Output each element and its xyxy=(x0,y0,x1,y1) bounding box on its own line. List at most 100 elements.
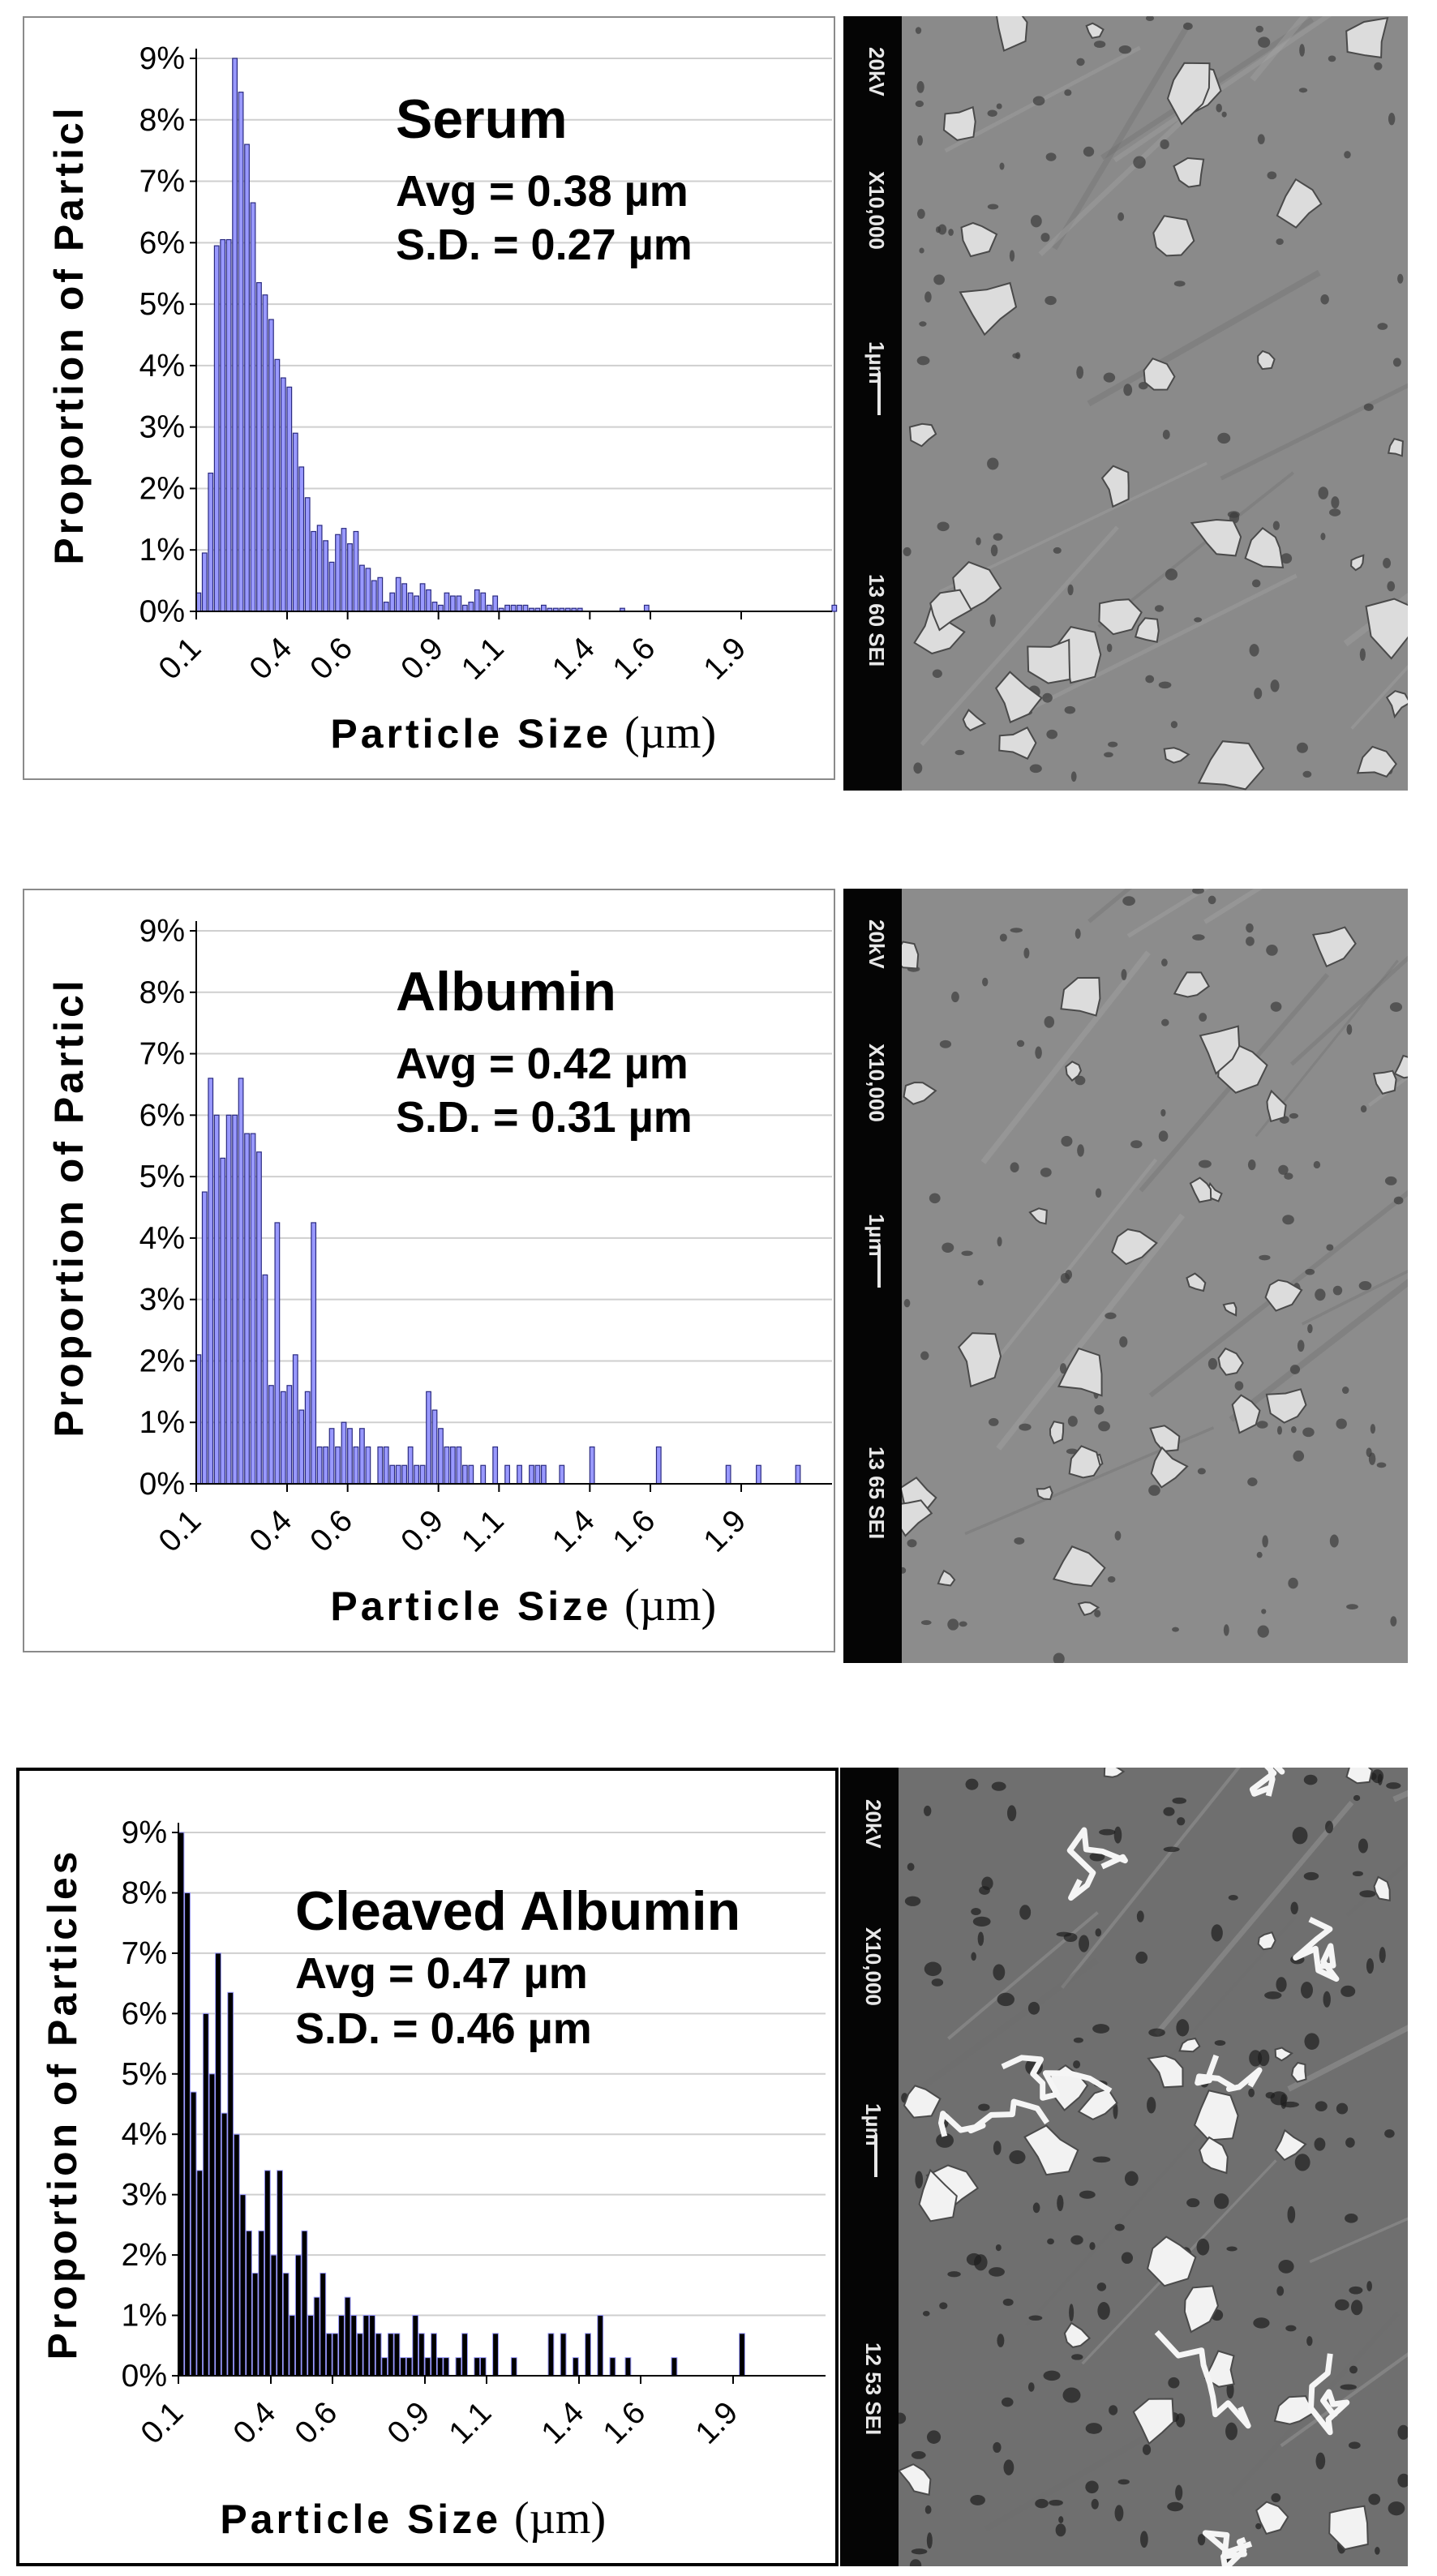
sem-pore xyxy=(1147,2097,1156,2114)
sem-pore xyxy=(1246,937,1255,946)
sem-pore xyxy=(965,1778,979,1790)
sem-background xyxy=(899,1768,1408,2566)
sem-pore xyxy=(1393,1196,1404,1205)
sem-particle xyxy=(1387,438,1404,457)
histogram-bar xyxy=(338,2315,345,2377)
sem-pore xyxy=(1199,1013,1208,1022)
histogram-bar xyxy=(504,604,510,612)
sem-particle xyxy=(903,2085,942,2119)
sem-voltage-label: 20kV xyxy=(864,47,889,96)
sem-pore xyxy=(1194,617,1203,623)
sem-pore xyxy=(1303,1871,1319,1880)
histogram-bar xyxy=(455,2357,462,2377)
sem-streak xyxy=(996,1213,1186,1451)
y-tick-label: 7% xyxy=(122,1936,167,1971)
histogram-bar xyxy=(461,604,468,612)
histogram-bar xyxy=(201,1191,208,1485)
chart-annotation-avg: Avg = 0.42 µm xyxy=(396,1039,688,1088)
sem-pore xyxy=(1113,1826,1122,1844)
sem-particle xyxy=(1265,1388,1307,1424)
sem-pore xyxy=(1114,2505,1124,2522)
histogram-bar xyxy=(323,540,328,612)
sem-micrograph xyxy=(899,1768,1408,2566)
chart-annotation-sd: S.D. = 0.46 µm xyxy=(295,2004,592,2053)
sem-particle xyxy=(1199,1025,1241,1075)
histogram-bar xyxy=(350,2315,358,2377)
x-tick-label: 1.6 xyxy=(607,1503,663,1559)
x-tick-label: 1.1 xyxy=(443,2395,499,2451)
sem-id-label: 13 60 SEI xyxy=(864,574,889,667)
sem-pore xyxy=(1366,2281,1372,2291)
histogram-bar xyxy=(356,2333,363,2377)
sem-pore xyxy=(1397,2473,1408,2488)
histogram-bar xyxy=(589,1446,595,1485)
sem-pore xyxy=(1278,1164,1289,1175)
histogram-bar xyxy=(418,2333,425,2377)
sem-info-strip xyxy=(840,1768,899,2566)
histogram-bar xyxy=(395,576,401,612)
sem-pore xyxy=(1198,1159,1212,1168)
sem-pore xyxy=(1019,1423,1032,1431)
sem-particle xyxy=(1098,598,1143,636)
sem-pore xyxy=(1287,2205,1296,2223)
sem-pore xyxy=(1046,729,1058,739)
histogram-bar xyxy=(474,589,480,612)
histogram-bar xyxy=(419,583,426,612)
sem-pore xyxy=(926,2532,933,2549)
sem-pore xyxy=(1103,372,1116,383)
sem-pore xyxy=(1297,1339,1305,1352)
sem-pore xyxy=(1040,1168,1052,1177)
sem-particle xyxy=(1028,1207,1048,1225)
sem-pore xyxy=(916,356,930,366)
sem-pore xyxy=(1290,1901,1298,1914)
sem-pore xyxy=(911,2451,926,2459)
histogram-bar xyxy=(289,2315,296,2377)
sem-pore xyxy=(978,2103,990,2111)
sem-pore xyxy=(1325,1820,1333,1834)
x-tick-label: 1.1 xyxy=(455,631,511,687)
sem-pore xyxy=(1276,238,1284,246)
sem-pore xyxy=(1069,2304,1075,2322)
sem-pore xyxy=(1228,1894,1238,1901)
sem-pore xyxy=(1290,1425,1297,1434)
sem-streak xyxy=(1350,664,1408,730)
sem-pore xyxy=(1070,771,1077,782)
histogram-bar xyxy=(389,1464,396,1485)
sem-pore xyxy=(1106,643,1113,653)
sem-pore xyxy=(1117,212,1125,221)
sem-pore xyxy=(1114,1531,1122,1541)
histogram-bar xyxy=(436,2357,444,2377)
sem-streak xyxy=(1113,16,1332,163)
sem-pore xyxy=(1142,2444,1152,2455)
sem-pore xyxy=(993,2141,1002,2155)
sem-pore xyxy=(993,533,1003,541)
sem-pore xyxy=(1003,2459,1014,2475)
histogram-bar xyxy=(292,432,298,612)
sem-pore xyxy=(1266,944,1278,956)
histogram-bar xyxy=(412,2315,419,2377)
histogram-bar xyxy=(414,1464,419,1485)
sem-pore xyxy=(1160,139,1169,150)
histogram-bar xyxy=(572,2357,579,2377)
sem-pore xyxy=(1032,2202,1040,2214)
sem-pore xyxy=(1292,1827,1308,1845)
sem-pore xyxy=(970,2494,985,2505)
sem-pore xyxy=(1276,1425,1282,1435)
sem-pore xyxy=(997,2334,1005,2347)
sem-pore xyxy=(989,2267,1005,2277)
sem-pore xyxy=(1213,2193,1229,2210)
sem-pore xyxy=(904,1896,921,1906)
x-tick-label: 1.6 xyxy=(607,631,663,687)
y-tick-label: 6% xyxy=(139,225,185,260)
sem-pore xyxy=(954,749,965,756)
sem-particle xyxy=(1345,1768,1373,1785)
histogram-bar xyxy=(316,1446,323,1485)
x-tick-label: 1.4 xyxy=(535,2395,591,2451)
histogram-bar xyxy=(456,595,462,612)
histogram-bar xyxy=(369,2315,375,2377)
sem-particle xyxy=(1189,1177,1212,1203)
histogram-bar xyxy=(239,2194,247,2377)
x-tick-label: 0.4 xyxy=(227,2395,283,2451)
sem-particle xyxy=(1077,1601,1100,1616)
y-tick-label: 9% xyxy=(139,914,185,949)
